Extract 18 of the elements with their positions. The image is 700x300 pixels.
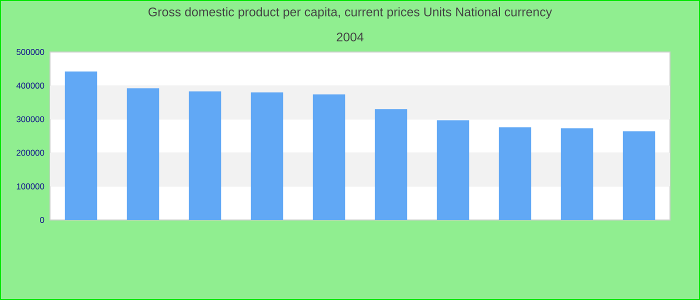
y-tick-label: 300000	[16, 116, 44, 122]
bar	[436, 120, 470, 220]
y-tick-label: 400000	[16, 82, 44, 89]
y-tick-label: 200000	[16, 150, 44, 156]
bar	[374, 109, 408, 220]
y-tick-label: 100000	[16, 183, 44, 190]
bar	[64, 71, 98, 220]
chart-subtitle: 2004	[336, 32, 364, 42]
y-tick-label: 500000	[16, 49, 44, 55]
chart-title: Gross domestic product per capita, current prices Units National currency	[148, 7, 552, 19]
y-tick-label: 0	[40, 217, 44, 223]
bar	[188, 91, 222, 220]
bar	[622, 131, 656, 220]
bar	[498, 127, 532, 220]
bar	[312, 94, 346, 220]
bar	[250, 92, 284, 220]
bar	[126, 88, 160, 220]
bar	[560, 128, 594, 220]
